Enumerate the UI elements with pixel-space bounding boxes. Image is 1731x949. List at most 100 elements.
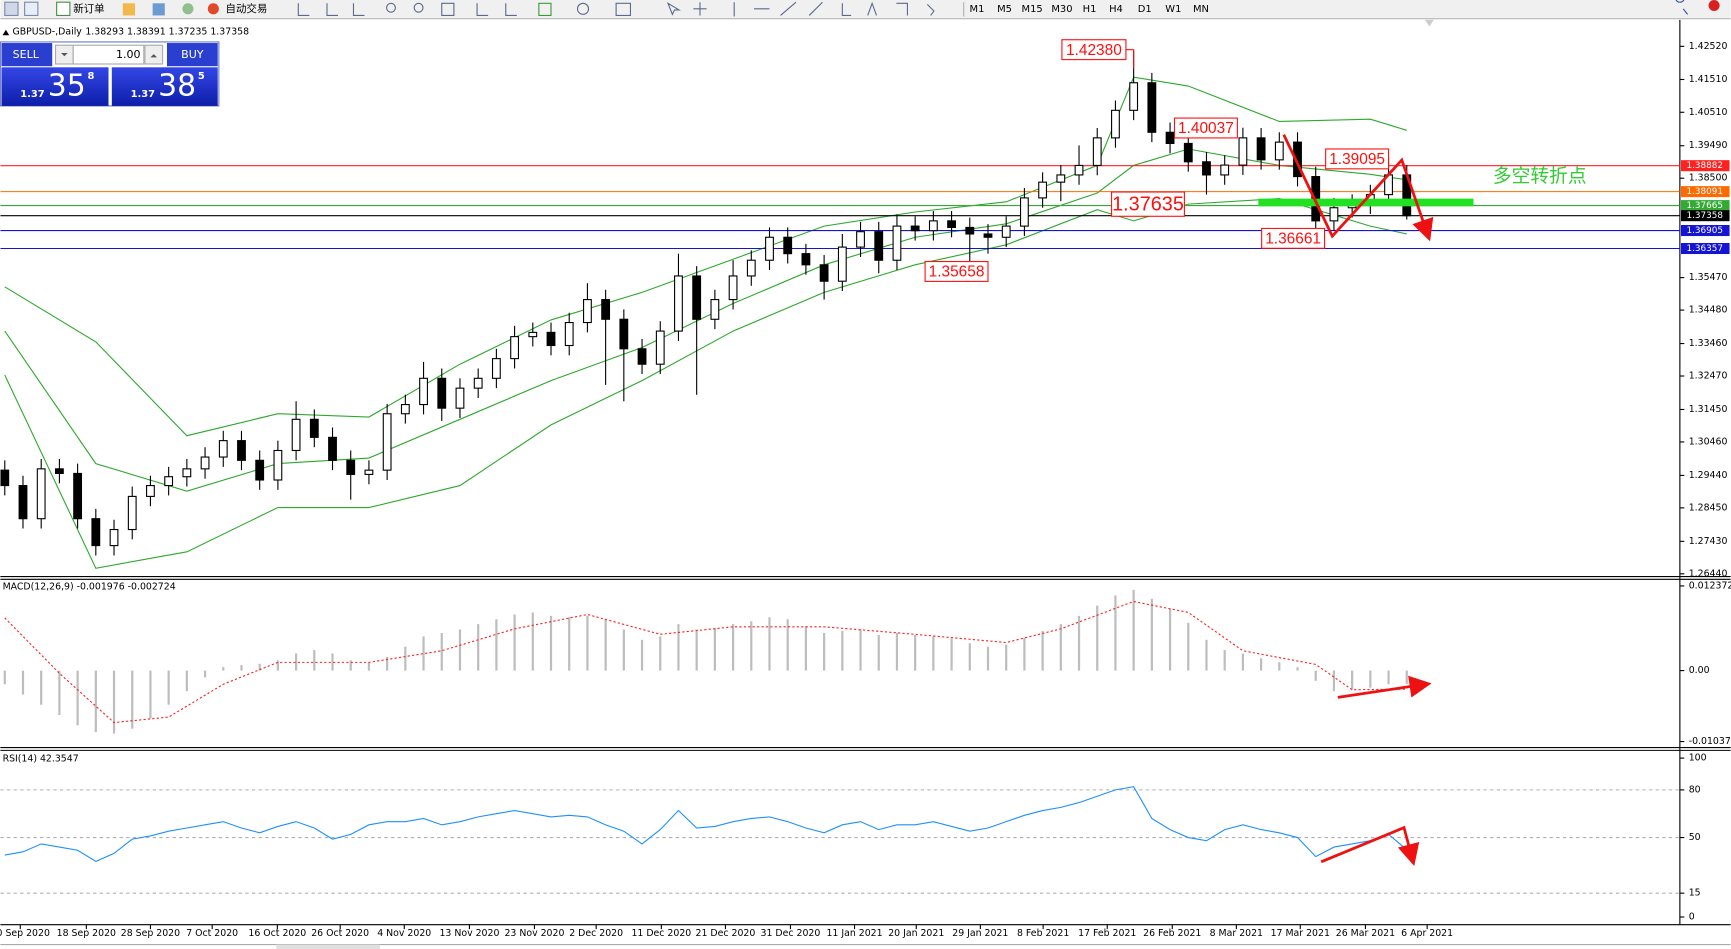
- new-order-icon[interactable]: [56, 1, 71, 17]
- timeframe-button[interactable]: D1: [1138, 4, 1152, 15]
- timeframe-button[interactable]: M15: [1022, 4, 1043, 15]
- candle-body: [856, 231, 865, 248]
- x-tick-label: 7 Oct 2020: [186, 928, 238, 939]
- x-tick-label: 29 Jan 2021: [952, 928, 1008, 939]
- buy-label: BUY: [181, 48, 204, 61]
- candle-body: [54, 468, 64, 474]
- timeframe-button[interactable]: M1: [970, 4, 985, 15]
- y-tick-label: 1.29440: [1689, 470, 1728, 481]
- timeframe-button[interactable]: M5: [997, 4, 1012, 15]
- price-level-tag: [1680, 160, 1730, 172]
- candle-body: [819, 264, 829, 282]
- candle-body: [1092, 137, 1102, 166]
- sell-price-fraction: 8: [88, 71, 95, 82]
- x-tick-label: 26 Feb 2021: [1143, 928, 1201, 939]
- x-tick-label: 13 Nov 2020: [439, 928, 499, 939]
- icon[interactable]: [24, 1, 39, 17]
- annotation-note: 多空转折点: [1493, 165, 1587, 187]
- sell-price-pips: 35: [48, 69, 86, 104]
- candle-body: [1293, 141, 1302, 178]
- candle-body: [1183, 142, 1193, 163]
- candle-body: [400, 404, 410, 415]
- new-order-button[interactable]: 新订单: [73, 2, 104, 15]
- annotation-label: 1.37635: [1112, 193, 1184, 215]
- annotation-box: [1173, 117, 1238, 139]
- x-tick-label: 16 Oct 2020: [248, 928, 306, 939]
- price-level-label: 1.36357: [1686, 244, 1722, 254]
- candle-body: [1256, 137, 1266, 161]
- candle-body: [601, 299, 611, 320]
- candle-body: [510, 336, 520, 360]
- buy-button[interactable]: [166, 43, 218, 67]
- buy-price-box[interactable]: [111, 67, 218, 106]
- candle-body: [619, 318, 629, 350]
- y-tick-label: 0.00: [1689, 665, 1710, 676]
- y-tick-label: 1.27430: [1689, 536, 1728, 547]
- y-tick-label: 0: [1689, 911, 1695, 922]
- candle-body: [892, 225, 902, 261]
- candle-body: [1074, 164, 1084, 176]
- candle-body: [783, 236, 793, 255]
- symbol-title: GBPUSD-,Daily: [13, 27, 83, 38]
- x-tick-label: 31 Dec 2020: [761, 928, 821, 939]
- icon[interactable]: [152, 3, 165, 16]
- timeframe-button[interactable]: W1: [1165, 4, 1181, 15]
- icon[interactable]: [4, 1, 19, 17]
- y-tick-label: 1.38500: [1689, 173, 1728, 184]
- y-tick-label: 1.42520: [1689, 41, 1728, 52]
- y-tick-label: 50: [1689, 832, 1701, 843]
- auto-trading-button[interactable]: 自动交易: [225, 2, 267, 15]
- annotation-box: [1061, 39, 1127, 61]
- timeframe-button[interactable]: MN: [1193, 4, 1209, 15]
- plot-layer: 1.42520 1.41510 1.40510 1.39490 1.38500 1.354…: [0, 39, 1731, 939]
- candle-body: [728, 275, 738, 301]
- timeframe-button[interactable]: H1: [1083, 4, 1097, 15]
- candle-body: [473, 377, 483, 389]
- x-tick-label: 10 Sep 2020: [0, 928, 50, 939]
- price-level-tag: [1680, 225, 1730, 237]
- candle-body: [328, 436, 337, 461]
- candle-body: [36, 468, 46, 520]
- drawn-arrows: [1282, 134, 1434, 867]
- price-level-tag: [1680, 210, 1730, 222]
- timeframe-button[interactable]: M30: [1051, 4, 1072, 15]
- y-tick-label: 1.35470: [1689, 272, 1728, 283]
- price-level-tag: [1680, 186, 1730, 198]
- candle-body: [109, 528, 119, 547]
- indicator-title: RSI(14) 42.3547: [3, 754, 79, 765]
- macd-panel: [3, 589, 1408, 734]
- x-tick-label: 4 Nov 2020: [377, 928, 431, 939]
- x-tick-label: 8 Mar 2021: [1210, 928, 1263, 939]
- sell-button[interactable]: [1, 43, 53, 67]
- auto-trading-icon[interactable]: [207, 3, 219, 15]
- sell-price-prefix: 1.37: [20, 89, 45, 100]
- candle-body: [528, 331, 538, 338]
- y-tick-label: 1.28450: [1689, 502, 1728, 513]
- icon[interactable]: [182, 3, 194, 15]
- candle-body: [0, 469, 10, 487]
- candle-body: [73, 472, 83, 520]
- candle-body: [692, 275, 702, 320]
- annotation-label: 1.36661: [1265, 231, 1321, 248]
- x-tick-label: 26 Oct 2020: [311, 928, 369, 939]
- annotation-box: [1111, 191, 1185, 217]
- timeframe-button[interactable]: H4: [1109, 4, 1123, 15]
- candle-body: [346, 459, 356, 475]
- icon[interactable]: [122, 3, 135, 16]
- lot-input[interactable]: [72, 44, 145, 65]
- y-tick-label: 1.41510: [1689, 74, 1728, 85]
- sell-price-box[interactable]: [1, 67, 109, 106]
- timeframe-bar: M1 M5 M15 M30 H1 H4 D1 W1 MN: [970, 4, 1209, 15]
- price-level-tag: [1680, 200, 1730, 212]
- candle-body: [564, 321, 574, 347]
- candle-body: [182, 468, 192, 478]
- candle-body: [309, 418, 319, 438]
- candle-body: [837, 246, 847, 282]
- y-tick-label: 0.012372: [1689, 580, 1731, 591]
- toolbar: [0, 0, 1731, 19]
- notification-badge[interactable]: [1708, 0, 1720, 12]
- candle-body: [928, 220, 938, 232]
- candle-body: [419, 377, 428, 406]
